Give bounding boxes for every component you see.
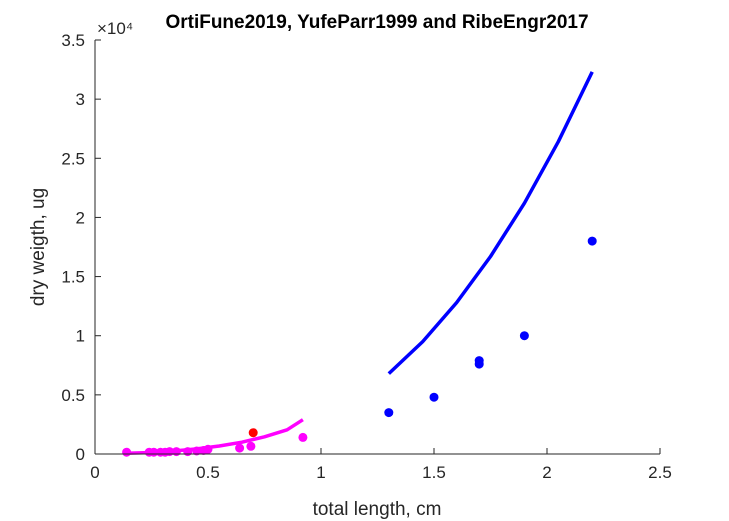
y-axis-multiplier: ×10⁴ [97, 19, 133, 38]
data-point [474, 356, 484, 366]
data-point [384, 408, 394, 418]
y-tick-label: 0 [76, 445, 85, 464]
data-point [203, 444, 213, 454]
y-tick-label: 3.5 [61, 31, 85, 50]
x-axis-label: total length, cm [313, 499, 442, 520]
y-tick-label: 3 [76, 90, 85, 109]
data-point [587, 236, 597, 246]
data-point [429, 392, 439, 402]
x-tick-label: 2.5 [648, 463, 672, 482]
data-point [122, 447, 132, 457]
x-tick-label: 1 [316, 463, 325, 482]
y-axis-label: dry weigth, ug [28, 188, 49, 306]
data-point [246, 441, 256, 451]
axes-layer [94, 40, 660, 455]
data-point [248, 428, 258, 438]
y-tick-label: 2.5 [61, 149, 85, 168]
series-fit-line [387, 71, 594, 375]
x-tick-label: 2 [542, 463, 551, 482]
plot-area [95, 40, 660, 454]
data-point [183, 447, 193, 457]
ticks-layer: 0 0.5 1 1.5 2 2.5 0 0.5 1 1.5 2 2.5 3 3.5 [61, 31, 671, 482]
data-layer [122, 71, 597, 457]
y-tick-label: 0.5 [61, 386, 85, 405]
y-tick-label: 1 [76, 327, 85, 346]
x-tick-label: 0 [90, 463, 99, 482]
data-point [171, 447, 181, 457]
y-tick-label: 1.5 [61, 268, 85, 287]
y-tick-label: 2 [76, 208, 85, 227]
data-point [235, 443, 245, 453]
data-point [519, 331, 529, 341]
x-tick-label: 1.5 [422, 463, 446, 482]
data-point [192, 446, 202, 456]
x-tick-label: 0.5 [196, 463, 220, 482]
chart-title: OrtiFune2019, YufeParr1999 and RibeEngr2… [165, 12, 588, 33]
data-point [298, 432, 308, 442]
